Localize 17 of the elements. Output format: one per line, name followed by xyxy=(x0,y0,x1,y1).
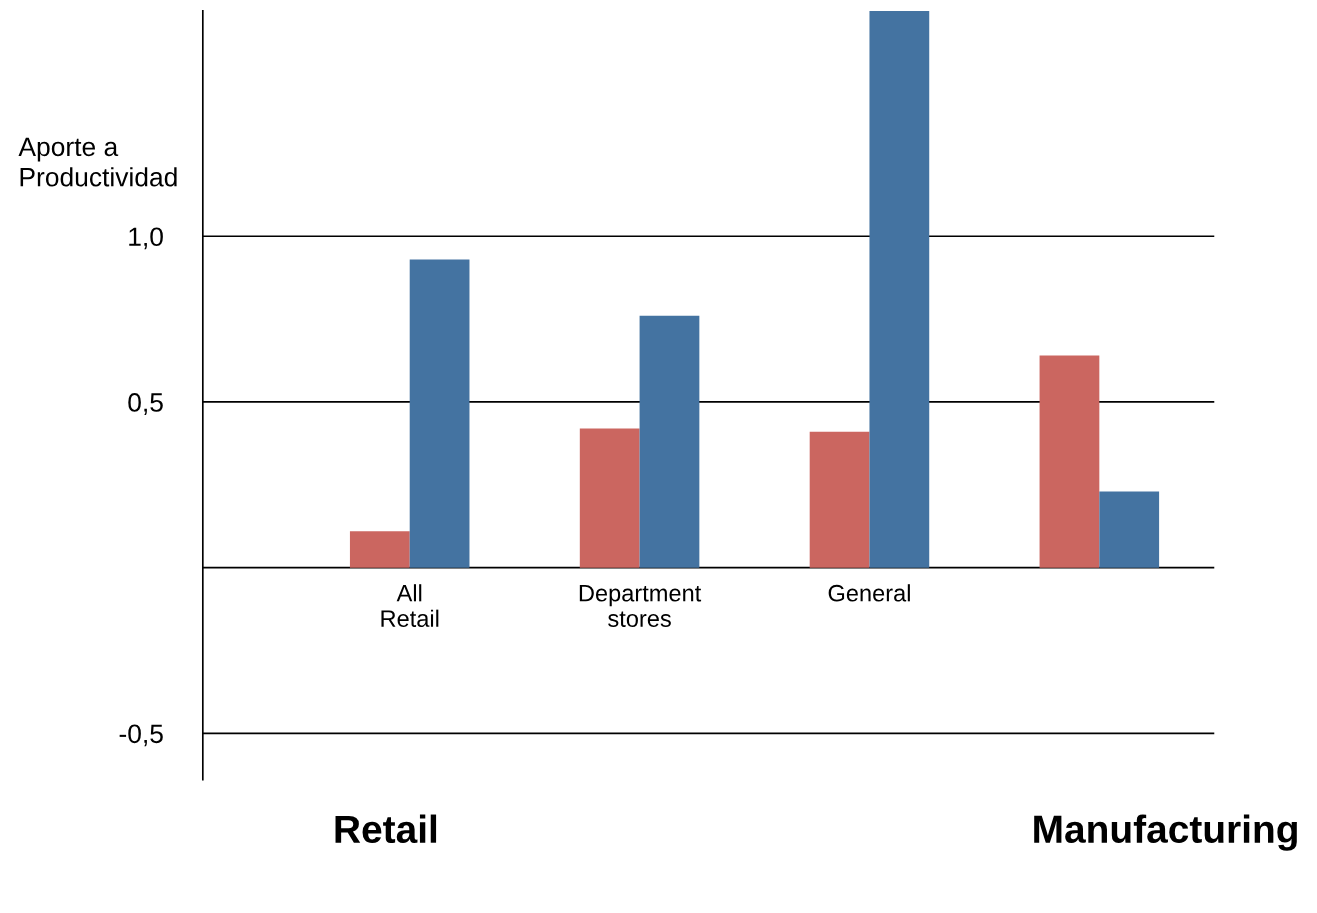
bar xyxy=(639,315,700,568)
y-axis-title: Aporte a Productividad xyxy=(18,137,177,187)
bar xyxy=(579,428,640,568)
y-tick-label: -0,5 xyxy=(119,724,163,747)
x-tick-label: Department stores xyxy=(579,585,702,627)
x-tick-label: General xyxy=(828,584,910,602)
text: Retail xyxy=(335,814,437,844)
bar xyxy=(869,10,930,568)
bar xyxy=(1039,355,1100,568)
bar xyxy=(349,531,410,568)
x-tick-label: All Retail xyxy=(381,584,439,627)
bar xyxy=(809,431,870,568)
bar xyxy=(1099,491,1160,568)
y-tick-label: 1,0 xyxy=(129,227,163,250)
bar xyxy=(409,259,470,568)
text: Manufacturing xyxy=(1034,814,1297,851)
y-tick-label: 0,5 xyxy=(128,393,163,415)
